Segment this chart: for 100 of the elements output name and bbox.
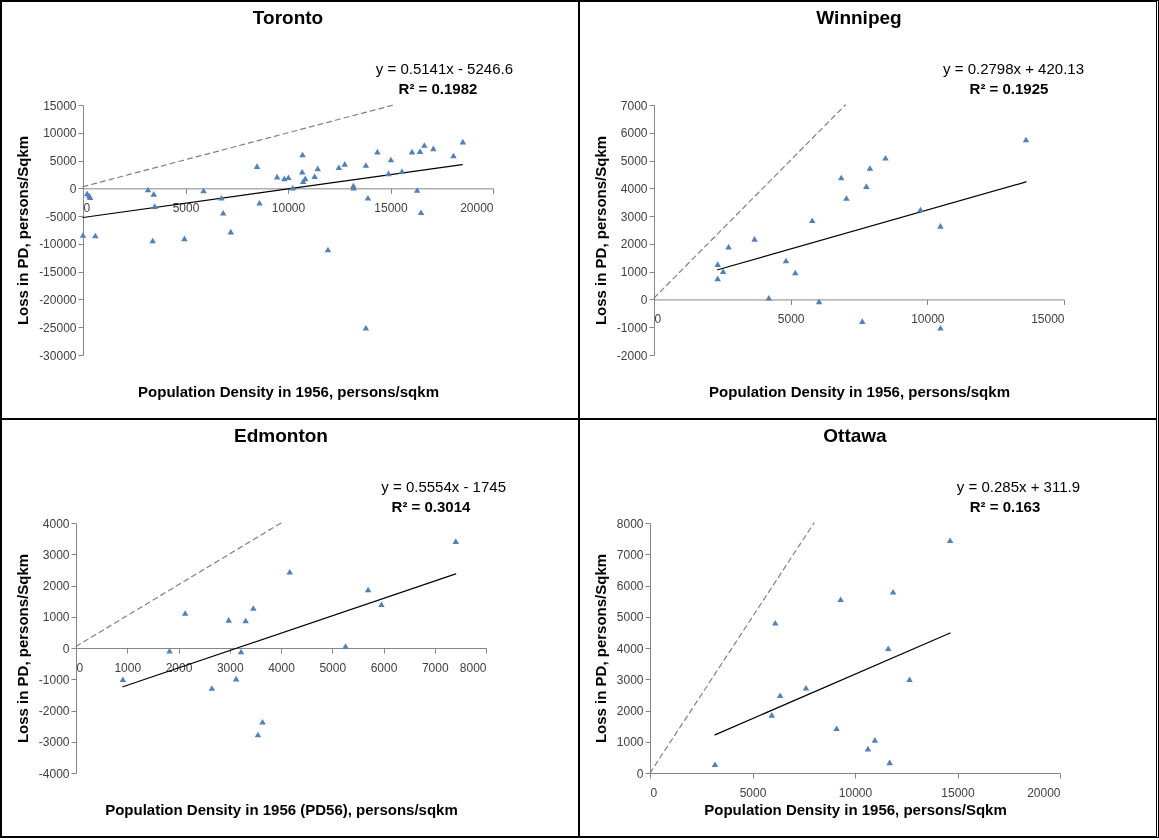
point [871, 737, 879, 743]
point [219, 209, 227, 216]
point [237, 648, 245, 655]
point [335, 164, 343, 171]
y-tick-label: 7000 [616, 547, 644, 562]
point [906, 676, 913, 683]
point [768, 712, 776, 718]
text: y = 0.2798x + 420.13 [943, 60, 1084, 77]
y-tick-label: 1000 [42, 610, 70, 625]
text: R² = 0.163 [969, 498, 1041, 515]
y-tick-label: 0 [640, 292, 648, 307]
x-tick-label: 10000 [271, 200, 306, 215]
chart-title: Toronto [252, 7, 324, 28]
y-tick-label: -4000 [38, 766, 70, 781]
point [711, 761, 719, 768]
y-tick-label: -2000 [616, 348, 648, 363]
point [79, 232, 87, 238]
chart-title: Edmonton [234, 425, 328, 446]
y-tick-label: 6000 [620, 126, 648, 141]
point [776, 692, 784, 698]
text: y = 0.285x + 311.9 [956, 478, 1080, 495]
y-axis-title: Loss in PD, persons/Sqkm [13, 553, 31, 744]
x-tick-label: 10000 [838, 785, 873, 800]
point [837, 596, 844, 603]
point [286, 568, 293, 575]
y-tick-label: -1000 [38, 672, 70, 687]
y-tick-label: 3000 [616, 672, 644, 687]
y-tick-label: -3000 [38, 735, 70, 750]
x-tick-label: 15000 [941, 785, 976, 800]
point [378, 601, 385, 608]
point [181, 610, 189, 616]
x-tick-label: 0 [83, 200, 91, 215]
point [398, 168, 406, 174]
x-tick-label: 15000 [1031, 311, 1065, 326]
y-tick-label: 15000 [43, 98, 77, 113]
point [833, 725, 840, 732]
y-tick-label: 6000 [616, 579, 644, 593]
point [416, 148, 424, 154]
y-tick-label: -15000 [39, 265, 77, 280]
x-axis-title: Population Density in 1956, persons/sqkm [709, 382, 1010, 400]
point [314, 165, 321, 172]
point [289, 184, 296, 191]
point [889, 588, 897, 595]
text: R² = 0.3014 [391, 498, 472, 515]
point [430, 145, 437, 152]
point [387, 156, 395, 163]
text: R² = 0.1925 [969, 80, 1049, 97]
x-tick-label: 8000 [459, 660, 487, 675]
point [144, 186, 152, 193]
x-tick-label: 5000 [777, 311, 805, 326]
point [250, 605, 257, 611]
point [946, 537, 954, 543]
x-tick-label: 0 [650, 785, 658, 800]
y-tick-label: 1000 [616, 735, 644, 750]
y-axis-title: Loss in PD, persons/Sqkm [591, 135, 609, 326]
point [259, 718, 266, 725]
y-tick-label: 7000 [620, 98, 648, 113]
point [311, 173, 318, 179]
y-tick-label: 4000 [616, 641, 644, 656]
x-tick-label: 5000 [172, 200, 200, 215]
point [364, 194, 372, 201]
point [181, 235, 188, 242]
y-tick-label: 5000 [620, 154, 648, 169]
y-tick-label: 2000 [620, 237, 648, 252]
y-tick-label: 2000 [42, 579, 70, 593]
y-tick-label: -10000 [39, 237, 77, 252]
point [225, 617, 232, 623]
x-tick-label: 6000 [370, 660, 398, 675]
point [362, 162, 370, 168]
x-axis-title: Population Density in 1956, persons/sqkm [138, 382, 439, 400]
y-tick-label: 8000 [616, 516, 644, 531]
y-tick-label: 5000 [616, 610, 644, 625]
text: R² = 0.1982 [398, 80, 478, 97]
point [385, 170, 392, 177]
point [413, 187, 421, 193]
y-tick-label: -5000 [45, 209, 77, 224]
y-tick-label: 3000 [42, 547, 70, 562]
text: y = 0.5141x - 5246.6 [375, 60, 513, 77]
x-tick-label: 4000 [268, 660, 296, 675]
y-tick-label: -25000 [39, 320, 77, 335]
point [362, 324, 370, 331]
x-tick-label: 15000 [374, 200, 409, 215]
point [218, 194, 225, 201]
y-tick-label: 10000 [43, 126, 77, 141]
point [421, 142, 428, 148]
x-tick-label: 3000 [216, 660, 244, 675]
point [256, 199, 263, 206]
y-tick-label: -20000 [39, 292, 77, 307]
y-tick-label: 4000 [620, 181, 648, 196]
x-axis-title: Population Density in 1956 (PD56), persons/sqkm [105, 800, 458, 818]
text: y = 0.5554x - 1745 [381, 478, 506, 495]
y-tick-label: 5000 [49, 154, 77, 169]
x-axis-title: Population Density in 1956, persons/Sqkm [704, 800, 1007, 818]
x-tick-label: 0 [654, 311, 662, 326]
y-tick-label: -30000 [39, 348, 77, 363]
y-tick-label: 1000 [620, 265, 648, 280]
point [253, 163, 261, 169]
point [342, 643, 349, 649]
point [285, 174, 292, 181]
x-tick-label: 1000 [114, 660, 142, 675]
